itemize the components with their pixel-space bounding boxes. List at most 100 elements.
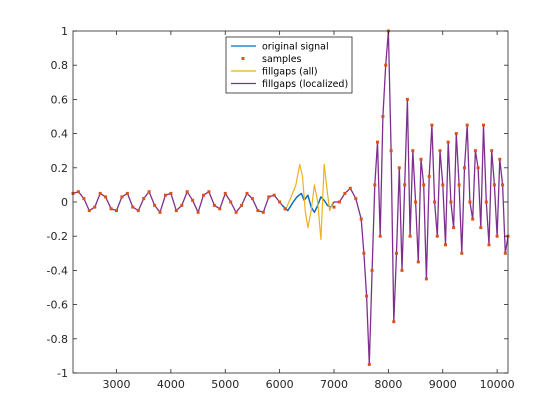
sample-marker (229, 200, 233, 204)
x-tick-label: 7000 (320, 378, 348, 391)
sample-marker (367, 362, 371, 366)
x-tick-label: 3000 (103, 378, 131, 391)
y-tick-label: 0.4 (51, 128, 69, 141)
sample-marker (87, 209, 91, 213)
sample-marker (444, 243, 447, 247)
legend-fillgaps-localized-label: fillgaps (localized) (262, 79, 348, 90)
sample-marker (501, 183, 505, 187)
x-tick-label: 5000 (211, 378, 239, 391)
sample-marker (495, 234, 499, 238)
sample-marker (476, 166, 480, 170)
sample-marker (218, 207, 222, 211)
x-tick-label: 10000 (480, 378, 515, 391)
sample-marker (435, 234, 439, 238)
sample-marker (427, 174, 431, 178)
x-tick-label: 4000 (157, 378, 185, 391)
y-tick-label: -0.4 (47, 264, 68, 277)
sample-marker (492, 183, 496, 187)
sample-marker (272, 193, 276, 197)
fillgaps-all-line (284, 163, 334, 241)
sample-marker (400, 268, 404, 272)
sample-marker (430, 123, 434, 127)
sample-marker (115, 209, 118, 213)
sample-marker (454, 132, 458, 136)
y-tick-label: 0 (61, 196, 68, 209)
sample-marker (191, 198, 195, 202)
sample-marker (403, 183, 407, 187)
sample-marker (212, 203, 216, 207)
sample-marker (376, 140, 379, 144)
sample-marker (389, 149, 393, 153)
sample-marker (365, 294, 369, 298)
sample-marker (460, 251, 464, 255)
sample-marker (465, 123, 469, 127)
sample-marker (381, 115, 385, 118)
sample-marker (498, 157, 502, 161)
y-tick-label: -1 (57, 367, 68, 380)
sample-marker (250, 197, 254, 201)
sample-marker (245, 191, 249, 195)
sample-marker (422, 183, 426, 187)
sample-marker (397, 166, 401, 170)
sample-marker (147, 190, 151, 194)
sample-marker (158, 210, 162, 214)
sample-marker (482, 123, 485, 127)
sample-marker (283, 207, 287, 211)
sample-marker (332, 205, 336, 209)
sample-marker (441, 183, 445, 187)
sample-marker (240, 203, 244, 207)
sample-marker (98, 191, 102, 195)
sample-marker (104, 195, 108, 199)
sample-marker (378, 234, 382, 238)
y-tick-label: 1 (61, 25, 68, 38)
sample-marker (373, 183, 377, 187)
sample-marker (433, 200, 437, 204)
sample-marker (370, 268, 374, 272)
sample-marker (174, 209, 178, 213)
sample-marker (452, 226, 456, 230)
sample-marker (202, 193, 205, 197)
sample-marker (142, 197, 146, 201)
sample-marker (392, 320, 396, 324)
sample-marker (223, 191, 227, 195)
y-tick-label: 0.8 (51, 59, 69, 72)
sample-marker (234, 210, 238, 214)
series-layer (71, 29, 510, 366)
sample-marker (185, 190, 189, 194)
sample-marker (359, 217, 363, 221)
sample-marker (109, 207, 113, 211)
sample-marker (136, 209, 140, 213)
sample-marker (449, 200, 453, 204)
sample-marker (411, 149, 415, 153)
legend-samples-label: samples (262, 54, 302, 65)
sample-marker (503, 251, 507, 255)
sample-marker (414, 200, 418, 204)
sample-marker (348, 186, 352, 190)
y-tick-label: -0.8 (47, 333, 68, 346)
sample-marker (180, 203, 184, 207)
sample-marker (362, 251, 366, 255)
sample-marker (487, 243, 491, 247)
legend-original-label: original signal (262, 42, 329, 53)
y-tick-label: -0.6 (47, 299, 68, 312)
legend-samples-marker (241, 57, 245, 60)
sample-marker (384, 63, 388, 67)
sample-marker (484, 200, 488, 204)
sample-marker (153, 203, 157, 207)
sample-marker (278, 200, 282, 204)
legend-fillgaps-all-label: fillgaps (all) (262, 67, 318, 78)
sample-marker (120, 195, 124, 199)
sample-marker (125, 191, 129, 195)
x-tick-label: 6000 (266, 378, 294, 391)
x-tick-label: 8000 (374, 378, 402, 391)
x-tick-label: 9000 (429, 378, 457, 391)
ticks-layer: 3000 4000 5000 6000 7000 8000 9000 10000 -1 -0.8 -… (47, 25, 515, 391)
sample-marker (408, 234, 412, 238)
sample-marker (416, 260, 420, 264)
sample-marker (93, 205, 97, 209)
sample-marker (457, 183, 461, 187)
sample-marker (196, 210, 200, 214)
sample-marker (468, 200, 472, 204)
